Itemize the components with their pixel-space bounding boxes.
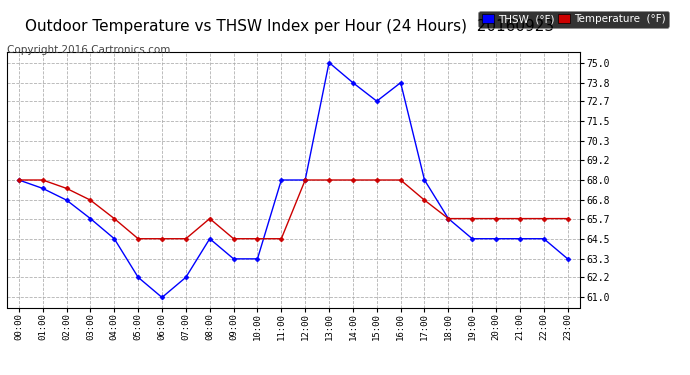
Text: Copyright 2016 Cartronics.com: Copyright 2016 Cartronics.com: [7, 45, 170, 55]
Text: Outdoor Temperature vs THSW Index per Hour (24 Hours)  20160923: Outdoor Temperature vs THSW Index per Ho…: [26, 19, 554, 34]
Legend: THSW  (°F), Temperature  (°F): THSW (°F), Temperature (°F): [478, 11, 669, 27]
